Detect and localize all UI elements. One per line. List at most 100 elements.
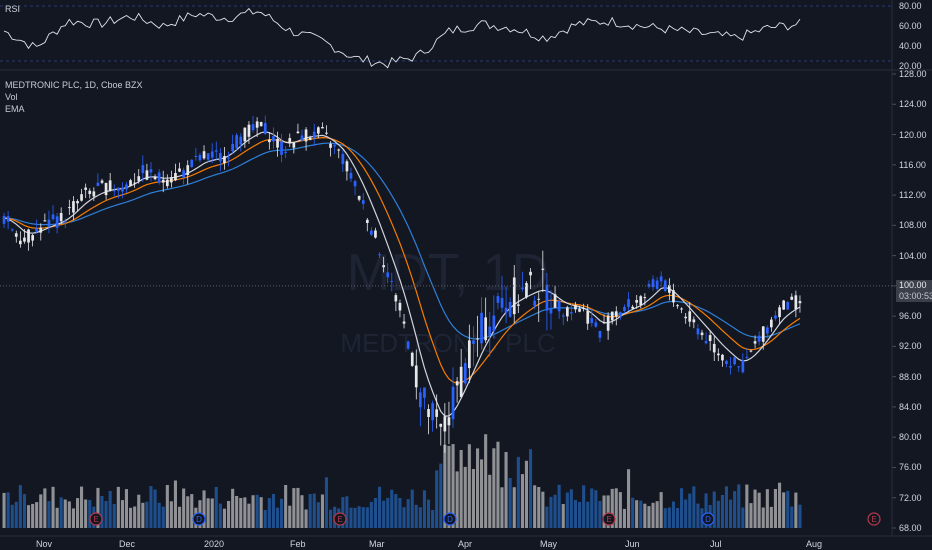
candle-body [219,153,222,162]
volume-bar [112,504,116,528]
candle-body [651,279,655,288]
candle-body [170,177,173,183]
countdown-tag: 03:00:53 [896,291,932,302]
volume-bar [496,441,500,528]
candle-body [517,304,520,306]
volume-bar [267,498,271,528]
volume-bar [537,487,541,528]
candle-body [484,317,487,341]
volume-bar [614,488,618,528]
candle-body [235,135,238,149]
volume-bar [271,493,275,528]
candle-body [223,156,226,164]
rsi-axis-label: 80.00 [899,1,922,11]
candle-body [655,280,659,289]
candle-body [778,307,781,318]
candle-body [76,201,79,204]
marker-circle [89,512,103,526]
earnings-marker[interactable]: E [333,512,347,526]
candle-body [321,127,324,129]
candle-body [406,341,410,349]
candle-body [508,302,512,317]
volume-bar [459,450,463,528]
candle-body [692,319,696,323]
earnings-marker[interactable]: E [867,512,881,526]
candle-body [353,181,357,187]
candle-body [317,127,320,134]
volume-bar [508,478,512,528]
volume-bar [386,497,390,528]
candle-body [108,180,112,191]
ema-slow-line [3,142,801,340]
symbol-legend[interactable]: MEDTRONIC PLC, 1D, Cboe BZX [5,80,143,90]
candle-body [337,149,341,151]
candle-body [210,151,214,158]
candle-body [243,127,247,142]
volume-bar [753,489,757,528]
candle-body [263,123,267,134]
candle-body [35,228,38,232]
candle-body [141,165,145,174]
volume-bar [88,499,92,528]
volume-bar [2,492,6,528]
price-axis-label: 116.00 [899,159,926,170]
candlesticks[interactable] [0,115,892,453]
volume-bar [414,504,418,528]
volume-bar [635,500,639,528]
volume-bar [790,506,794,528]
earnings-marker[interactable]: E [602,512,616,526]
candle-body [472,340,475,344]
volume-bar [671,501,675,528]
candle-body [157,172,161,183]
ema-legend[interactable]: EMA [5,104,25,114]
time-axis-label: Dec [119,539,136,549]
ema-fast-line [3,131,801,417]
volume-bar [541,491,545,528]
candle-body [757,335,761,342]
volume-bar [716,500,720,528]
volume-bar [582,485,586,528]
candle-body [268,139,271,143]
volume-bar [406,499,410,528]
candle-body [198,155,202,161]
candle-body [300,135,304,141]
candle-body [55,216,59,228]
volume-bar [471,469,475,528]
candle-body [394,295,398,302]
rsi-axis-label: 40.00 [899,41,922,51]
volume-bar [378,486,382,528]
candle-body [182,170,185,178]
dividend-marker[interactable]: D [701,512,715,526]
time-axis-label: May [540,539,558,549]
volume-bar [676,508,680,528]
candle-body [125,184,128,190]
candle-body [427,409,430,417]
candle-body [504,307,508,313]
watermark-ticker: MDT, 1D [347,244,549,302]
volume-bar [137,494,141,528]
candle-body [684,316,687,319]
candle-body [276,139,279,148]
candle-body [439,423,443,427]
volume-bar [292,488,296,528]
volume-bar [769,506,773,528]
marker-circle [602,512,616,526]
candle-body [72,201,75,213]
volume-bar [214,486,218,528]
volume-legend[interactable]: Vol [5,92,18,102]
volume-bar [533,485,537,528]
volume-bar [749,503,753,528]
dividend-marker[interactable]: D [443,512,457,526]
volume-bar [324,477,328,528]
candle-body [357,195,361,200]
dividend-marker[interactable]: D [192,512,206,526]
candle-body [537,298,541,300]
volume-bar [516,456,520,528]
price-axis-label: 124.00 [899,99,927,110]
candle-body [561,315,565,317]
volume-bar [561,504,565,528]
earnings-marker[interactable]: E [89,512,103,526]
candle-body [741,360,745,373]
